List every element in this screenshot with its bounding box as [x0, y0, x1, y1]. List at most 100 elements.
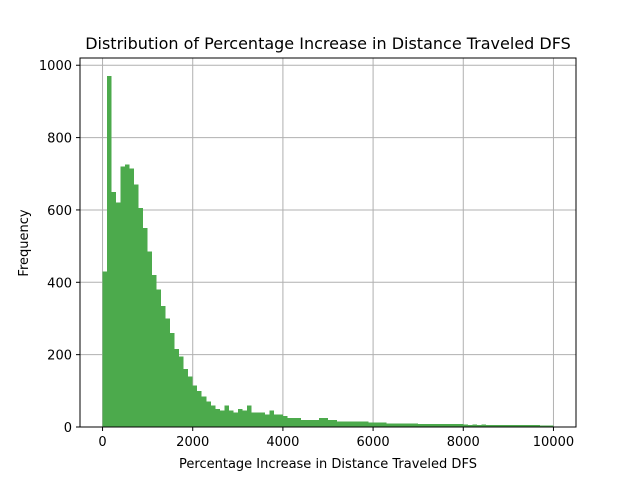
histogram-bar-84 — [481, 424, 486, 427]
histogram-bar-65 — [395, 423, 401, 427]
histogram-bar-94 — [526, 425, 531, 427]
histogram-bar-98 — [544, 425, 549, 427]
histogram-bar-2 — [111, 191, 117, 427]
histogram-bar-20 — [192, 385, 198, 427]
histogram-bar-70 — [418, 424, 423, 427]
histogram-bar-44 — [300, 419, 306, 427]
histogram-bar-66 — [400, 423, 405, 427]
histogram-bar-93 — [521, 425, 527, 427]
histogram-bar-4 — [120, 166, 126, 427]
histogram-bar-13 — [161, 305, 166, 427]
histogram-bar-31 — [242, 410, 247, 427]
histogram-bar-58 — [364, 421, 369, 427]
histogram-bar-54 — [346, 421, 351, 427]
histogram-bar-16 — [174, 349, 180, 427]
histogram-bar-95 — [530, 425, 536, 427]
histogram-bar-79 — [458, 424, 464, 427]
histogram-bar-85 — [485, 424, 491, 427]
y-tick-label-3: 600 — [47, 204, 72, 219]
histogram-bar-5 — [125, 164, 130, 427]
chart-title: Distribution of Percentage Increase in D… — [85, 34, 571, 53]
histogram-bar-0 — [102, 271, 108, 427]
histogram-bar-63 — [386, 423, 392, 427]
histogram-bar-39 — [278, 414, 283, 427]
histogram-bar-21 — [197, 390, 202, 427]
x-tick-label-3: 6000 — [357, 435, 390, 450]
histogram-bar-6 — [129, 168, 135, 427]
histogram-bar-50 — [328, 419, 333, 427]
histogram-bar-28 — [228, 410, 234, 427]
histogram-bar-48 — [318, 417, 324, 427]
histogram-bar-71 — [422, 424, 428, 427]
histogram-bar-7 — [134, 184, 139, 427]
y-tick-label-4: 800 — [47, 132, 72, 147]
histogram-bar-99 — [548, 425, 554, 427]
histogram-bar-15 — [170, 332, 175, 427]
histogram-bar-75 — [440, 424, 446, 427]
histogram-bar-42 — [291, 417, 297, 427]
histogram-bar-67 — [404, 423, 410, 427]
histogram-bar-46 — [309, 419, 315, 427]
histogram-bar-90 — [508, 425, 513, 427]
histogram-bar-32 — [246, 405, 252, 427]
histogram-bar-82 — [472, 424, 477, 427]
histogram-bar-37 — [269, 410, 274, 427]
histogram-bar-30 — [237, 408, 243, 427]
histogram-bar-43 — [296, 417, 301, 427]
histogram-bar-36 — [264, 414, 270, 427]
histogram-bar-72 — [427, 424, 432, 427]
histogram-bar-26 — [219, 410, 225, 427]
y-tick-label-5: 1000 — [39, 59, 72, 74]
histogram-bar-74 — [436, 424, 441, 427]
histogram-bar-62 — [382, 422, 387, 427]
histogram-bar-24 — [210, 405, 216, 427]
histogram-bar-60 — [373, 422, 378, 427]
histogram-bar-1 — [107, 76, 112, 428]
histogram-bar-34 — [255, 412, 261, 427]
histogram-bar-14 — [165, 318, 171, 427]
histogram-bar-33 — [251, 412, 256, 427]
y-tick-label-2: 400 — [47, 276, 72, 291]
plot-frame — [79, 57, 577, 428]
histogram-bar-69 — [413, 423, 419, 427]
histogram-bar-23 — [206, 401, 211, 427]
histogram-bar-91 — [512, 425, 518, 427]
x-axis-label: Percentage Increase in Distance Traveled… — [179, 457, 477, 472]
x-tick-label-1: 2000 — [176, 435, 209, 450]
y-tick-label-0: 0 — [64, 421, 72, 436]
histogram-bar-18 — [183, 369, 189, 427]
histogram-bar-12 — [156, 289, 162, 427]
histogram-bar-19 — [188, 376, 193, 427]
y-tick-label-1: 200 — [47, 349, 72, 364]
histogram-bar-47 — [314, 419, 319, 427]
histogram-bar-56 — [355, 421, 360, 427]
histogram-bar-25 — [215, 408, 220, 427]
histogram-bar-96 — [535, 425, 540, 427]
histogram-bar-29 — [233, 412, 238, 427]
histogram-bar-10 — [147, 251, 153, 427]
histogram-bar-57 — [359, 421, 365, 427]
x-tick-label-5: 10000 — [533, 435, 574, 450]
histogram-bar-35 — [260, 412, 265, 427]
x-axis-ticks: 0 2000 4000 6000 8000 10000 — [98, 427, 574, 450]
histogram-bar-27 — [224, 405, 229, 427]
histogram-bar-55 — [350, 421, 356, 427]
y-axis-label: Frequency — [17, 209, 32, 276]
histogram-bar-51 — [332, 419, 338, 427]
histogram-bar-49 — [323, 417, 328, 427]
histogram-bar-76 — [445, 424, 450, 427]
histogram-bar-73 — [431, 424, 437, 427]
histogram-bar-88 — [499, 424, 504, 427]
histogram-bar-38 — [273, 414, 279, 427]
histogram-bar-17 — [179, 356, 184, 427]
histogram-bar-11 — [152, 275, 157, 427]
histogram-bar-89 — [503, 425, 509, 427]
histogram-bar-22 — [201, 396, 207, 427]
histogram-bars — [102, 76, 554, 428]
histogram-bar-8 — [138, 208, 144, 427]
histogram-bar-77 — [449, 424, 455, 427]
histogram-bar-78 — [454, 424, 459, 427]
histogram-bar-87 — [494, 424, 500, 427]
